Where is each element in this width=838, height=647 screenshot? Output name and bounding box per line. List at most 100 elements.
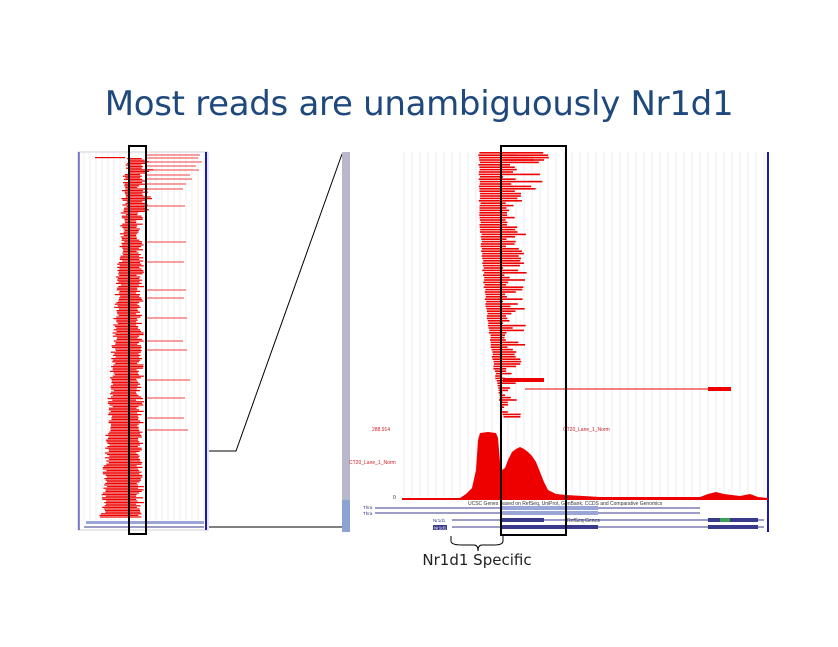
detail-read [494,363,521,365]
overview-read [101,513,142,515]
detail-read [485,305,511,308]
overview-read [121,198,152,200]
detail-read [480,221,508,224]
zoom-connector [209,153,345,528]
detail-gridlines [403,152,765,497]
overview-read [105,439,139,441]
overview-read [110,396,142,398]
detail-read [495,375,502,377]
overview-read [112,359,141,361]
detail-read [479,216,515,219]
detail-read [503,154,548,156]
detail-read [486,300,503,303]
overview-read [104,484,138,486]
overview-read [124,174,140,176]
nr1d1-label-1: Nr1d1 [433,518,446,523]
detail-read [484,276,510,279]
overview-read [116,319,138,321]
detail-read [495,372,512,375]
overview-read [105,434,142,436]
refseq-gene-exon-1a [502,518,544,522]
detail-read [480,161,539,164]
overview-read [110,428,139,430]
detail-read [490,339,506,341]
overview-read [119,257,144,259]
overview-read [107,442,143,444]
overview-read [112,335,140,337]
overview-read [113,329,140,331]
overview-read [110,426,139,428]
detail-read [479,190,515,192]
detail-read [486,315,506,317]
overview-read [101,494,137,496]
detail-read [488,332,507,334]
overview-read [123,210,145,212]
overview-read [107,481,140,483]
overview-read [106,460,141,462]
detail-read [503,156,549,159]
overview-read [105,452,137,454]
detail-read [487,324,526,327]
detail-read [503,152,544,154]
detail-read [499,396,511,399]
overview-read [107,446,138,448]
detail-read [498,387,511,389]
overview-read [118,286,144,288]
overview-read [127,158,142,160]
overview-read [128,170,150,172]
detail-read [502,413,521,416]
detail-read [490,346,508,348]
overview-read [111,425,138,427]
coverage-track-label-right: CT20_Lane_1_Norm [563,427,610,433]
overview-read [102,471,142,473]
overview-read [122,175,142,177]
specific-region-bracket [450,536,504,552]
thra-label-1: Thra [363,505,373,510]
refseq-gene-exon-1c [720,518,730,522]
detail-read [485,293,506,296]
overview-read [118,300,144,302]
overview-read [111,358,142,360]
coverage-signal [404,432,768,498]
detail-read [484,279,525,281]
overview-read [124,218,143,220]
overview-read [119,265,144,267]
zoom-line-upper [209,153,343,452]
overview-read [128,169,154,171]
overview-read [125,164,142,166]
detail-read [480,236,515,238]
detail-panel: 288.914 CT20_Lane_1_Norm CT20_Lane_1_Nor… [349,145,769,536]
overview-read [112,367,143,369]
detail-read [489,329,524,332]
overview-read [108,412,138,414]
overview-read [128,180,146,182]
overview-read [106,470,140,472]
overview-read [124,191,148,193]
overview-read [111,345,141,347]
overview-read [105,510,140,512]
overview-read [106,476,143,478]
overview-highlight-box [128,145,147,535]
overview-read [107,438,138,440]
detail-read [490,334,505,336]
overview-read [102,506,137,508]
overview-read [109,444,140,446]
overview-read [112,399,136,401]
detail-read [501,406,505,408]
overview-read [104,508,140,510]
overview-read [106,500,138,502]
overview-read [109,370,139,372]
overview-read [125,188,148,190]
detail-read [493,365,517,368]
overview-read [111,388,137,390]
detail-read [485,288,523,291]
overview-read [108,422,144,424]
overview-read [123,254,141,256]
overview-read [108,458,140,460]
overview-read [113,390,140,392]
overview-read [110,351,141,353]
overview-read [126,194,144,196]
refseq-gene-exon-1b [708,518,758,522]
detail-read [479,204,514,207]
overview-read [105,489,144,491]
